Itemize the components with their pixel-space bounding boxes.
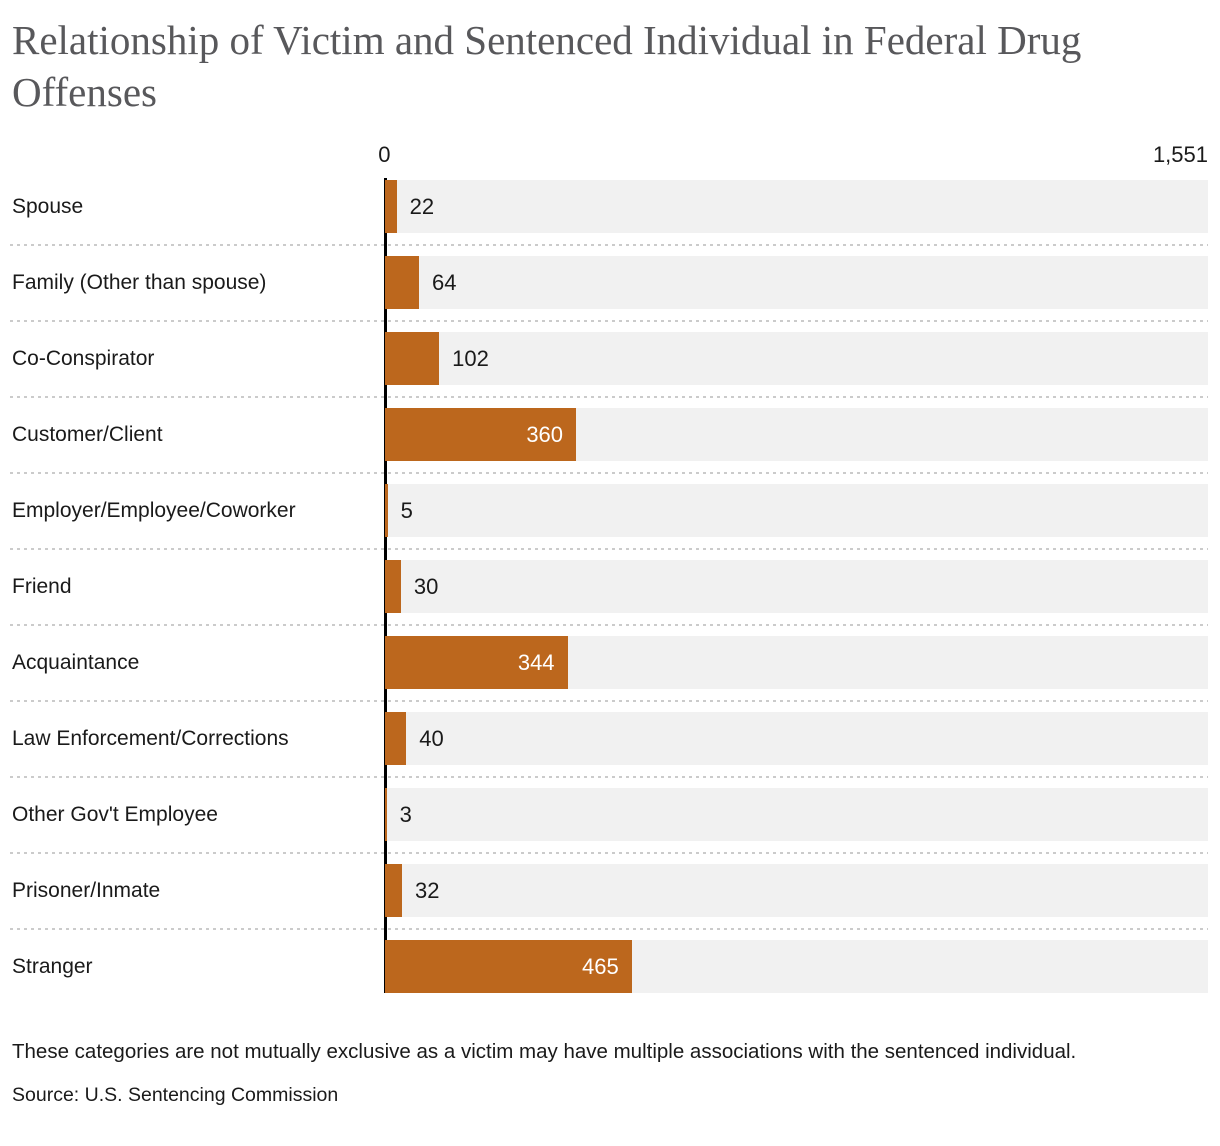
value-label: 3 (399, 801, 412, 827)
category-label: Friend (12, 574, 72, 598)
category-label: Customer/Client (12, 422, 163, 446)
bar-track: 102 (385, 332, 1208, 385)
bar-rows: Spouse 22 Family (Other than spouse) 64 Co-C… (10, 180, 1208, 993)
row-inner: Co-Conspirator 102 (12, 332, 1208, 385)
footnote: These categories are not mutually exclus… (12, 1040, 1077, 1063)
bar (385, 636, 568, 689)
row-inner: Employer/Employee/Coworker 5 (12, 484, 1208, 537)
value-label: 30 (413, 573, 439, 599)
value-label: 40 (419, 725, 444, 751)
table-row: Customer/Client 360 (10, 408, 1208, 484)
table-row: Stranger 465 (12, 940, 1208, 993)
axis-tick-track: 0 1,551 (378, 142, 1208, 172)
row-inner: Other Gov't Employee 3 (12, 788, 1208, 841)
bar (385, 940, 632, 993)
bar (385, 712, 407, 765)
source-line: Source: U.S. Sentencing Commission (12, 1084, 339, 1106)
row-inner: Stranger 465 (12, 940, 1208, 993)
table-row: Family (Other than spouse) 64 (10, 256, 1208, 332)
value-label: 64 (431, 269, 457, 295)
bar-track: 5 (385, 484, 1208, 537)
bar-track: 64 (385, 256, 1208, 309)
table-row: Other Gov't Employee 3 (10, 788, 1208, 864)
bar-track: 32 (385, 864, 1208, 917)
row-inner: Family (Other than spouse) 64 (12, 256, 1208, 309)
category-label: Stranger (12, 954, 93, 978)
chart-title: Relationship of Victim and Sentenced Ind… (12, 17, 1082, 115)
bar-track: 465 (385, 940, 1208, 993)
bar (385, 484, 388, 537)
value-label: 32 (414, 877, 440, 903)
bar (385, 180, 397, 233)
value-label: 360 (526, 421, 564, 447)
bar-track: 344 (385, 636, 1208, 689)
category-label: Employer/Employee/Coworker (12, 498, 296, 522)
table-row: Spouse 22 (10, 180, 1208, 256)
row-inner: Customer/Client 360 (12, 408, 1208, 461)
bar (385, 332, 440, 385)
table-row: Acquaintance 344 (10, 636, 1208, 712)
bar-track: 40 (385, 712, 1208, 765)
axis-tick-min: 0 (378, 142, 391, 167)
bar (385, 408, 577, 461)
bar (385, 560, 401, 613)
row-inner: Law Enforcement/Corrections 40 (12, 712, 1208, 765)
bar-chart: Spouse 22 Family (Other than spouse) 64 Co-C… (10, 178, 1208, 993)
value-label: 5 (400, 497, 413, 523)
value-label: 344 (517, 649, 555, 675)
category-label: Other Gov't Employee (12, 802, 218, 826)
chart-page: Relationship of Victim and Sentenced Ind… (10, 17, 1208, 1106)
table-row: Law Enforcement/Corrections 40 (10, 712, 1208, 788)
row-inner: Friend 30 (12, 560, 1208, 613)
table-row: Friend 30 (10, 560, 1208, 636)
category-label: Family (Other than spouse) (12, 270, 267, 294)
value-label: 102 (452, 345, 489, 371)
table-row: Prisoner/Inmate 32 (10, 864, 1208, 940)
bar (385, 256, 419, 309)
bar-track: 22 (385, 180, 1208, 233)
value-label: 465 (582, 953, 619, 979)
row-inner: Prisoner/Inmate 32 (12, 864, 1208, 917)
category-label: Co-Conspirator (12, 346, 155, 370)
row-inner: Spouse 22 (12, 180, 1208, 233)
category-label: Spouse (12, 194, 84, 218)
table-row: Employer/Employee/Coworker 5 (10, 484, 1208, 560)
row-inner: Acquaintance 344 (12, 636, 1208, 689)
bar-track: 30 (385, 560, 1208, 613)
bar (385, 864, 402, 917)
table-row: Co-Conspirator 102 (10, 332, 1208, 408)
bar-track: 360 (385, 408, 1208, 461)
axis-tick-max: 1,551 (1152, 142, 1208, 167)
axis-spacer (12, 142, 385, 172)
bar (385, 788, 387, 841)
category-label: Prisoner/Inmate (12, 878, 161, 902)
value-label: 22 (409, 193, 435, 219)
x-axis: 0 1,551 (12, 142, 1208, 172)
category-label: Acquaintance (12, 650, 140, 674)
bar-track: 3 (385, 788, 1208, 841)
category-label: Law Enforcement/Corrections (12, 726, 289, 750)
